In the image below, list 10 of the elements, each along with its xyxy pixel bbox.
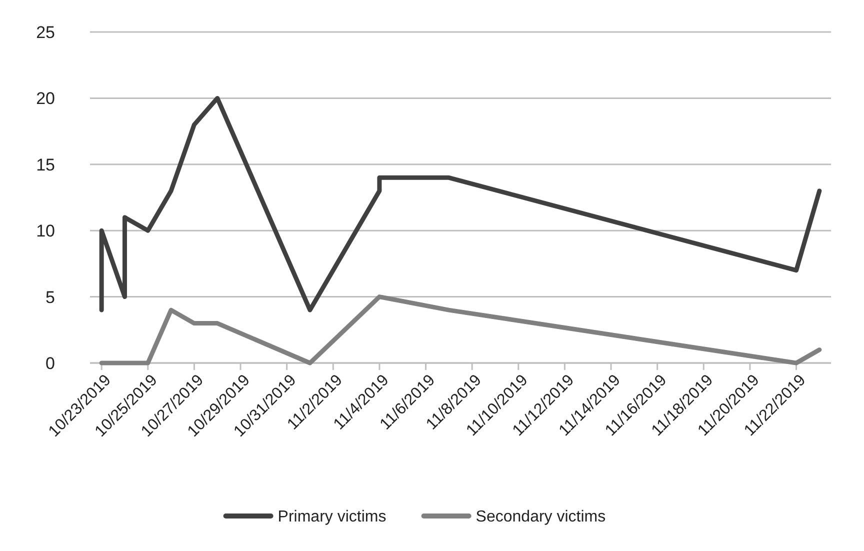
y-tick-label: 5 bbox=[46, 288, 55, 307]
legend-label: Primary victims bbox=[278, 508, 386, 526]
y-tick-label: 25 bbox=[36, 22, 55, 42]
y-tick-label: 15 bbox=[36, 155, 55, 174]
line-series bbox=[99, 294, 822, 366]
legend-label: Secondary victims bbox=[476, 508, 606, 526]
line-series bbox=[99, 96, 822, 312]
y-tick-label: 0 bbox=[46, 354, 55, 373]
y-tick-label: 20 bbox=[36, 89, 55, 108]
y-tick-label: 10 bbox=[36, 222, 55, 241]
